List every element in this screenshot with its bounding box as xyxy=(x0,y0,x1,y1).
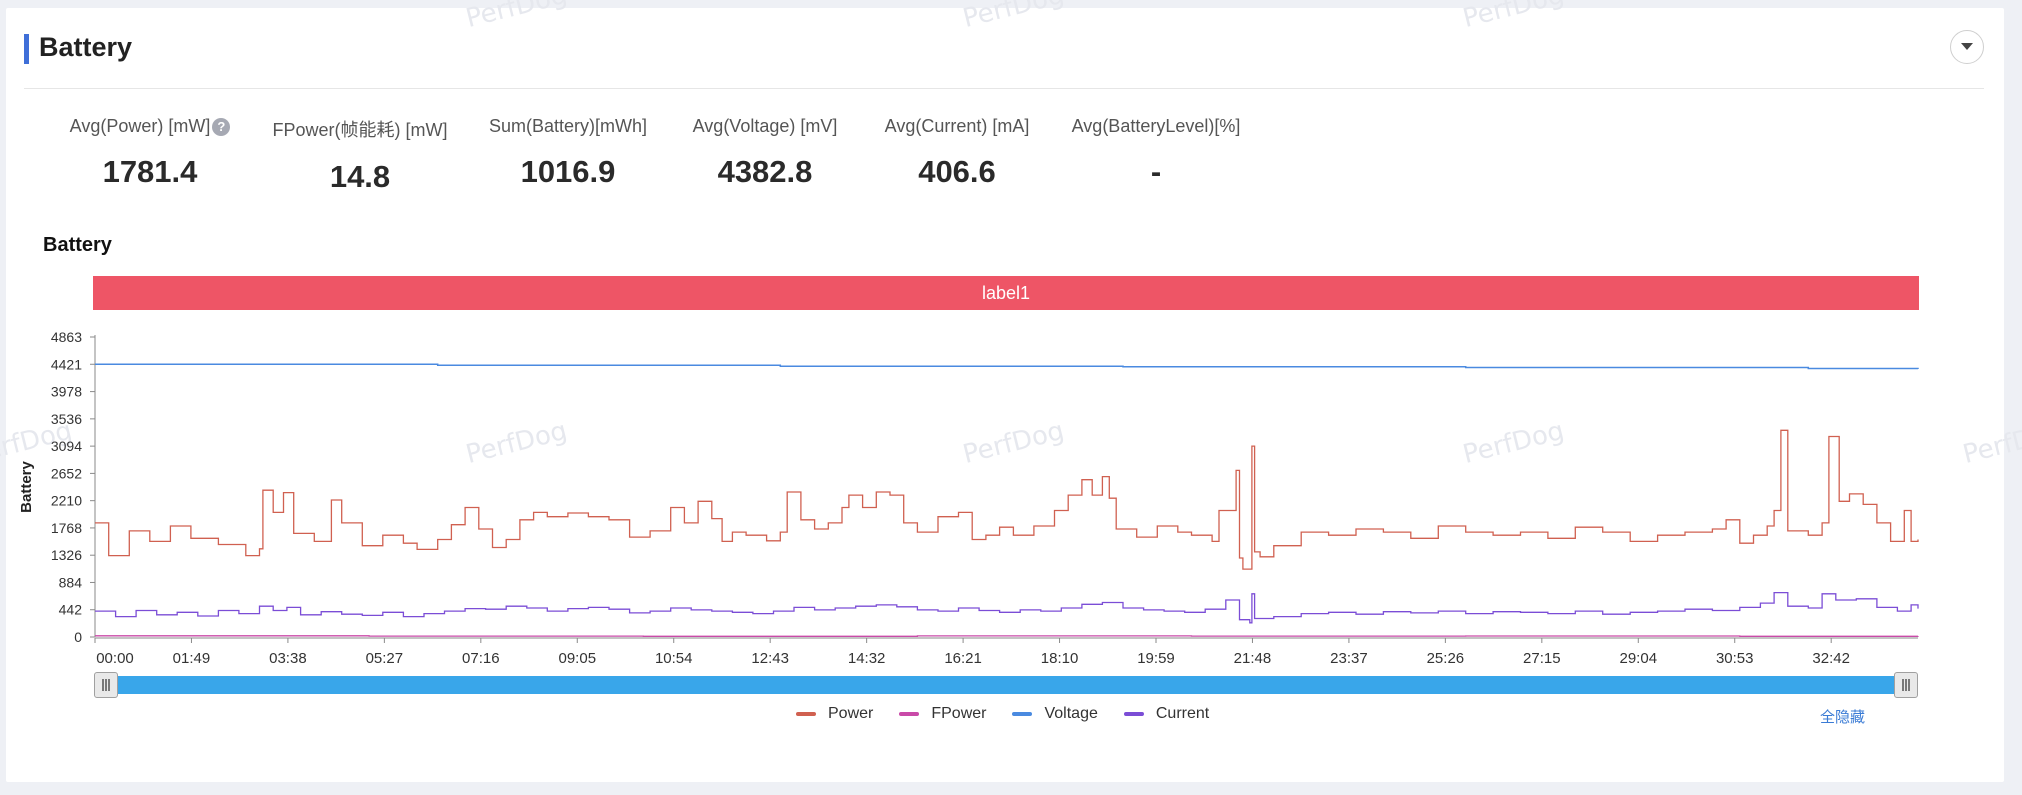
y-tick-label: 0 xyxy=(74,629,82,645)
x-tick-label: 32:42 xyxy=(1812,650,1850,667)
y-tick-label: 4421 xyxy=(51,356,82,372)
metric-avg-current: Avg(Current) [mA] 406.6 xyxy=(857,116,1057,190)
series-line-current xyxy=(95,591,1919,624)
help-icon[interactable]: ? xyxy=(212,118,231,136)
metric-sum-battery: Sum(Battery)[mWh] 1016.9 xyxy=(468,116,668,190)
x-tick-label: 14:32 xyxy=(848,650,886,667)
y-tick-label: 884 xyxy=(59,574,83,590)
metric-label: Avg(Current) [mA] xyxy=(884,116,1030,136)
metric-label: Avg(Voltage) [mV] xyxy=(692,116,838,136)
y-tick-label: 3536 xyxy=(51,411,82,427)
series-line-fpower xyxy=(95,635,1919,637)
y-tick-label: 2652 xyxy=(51,465,82,481)
legend-swatch xyxy=(1123,712,1144,716)
metric-value: 4382.8 xyxy=(717,154,813,189)
legend-label: Power xyxy=(828,705,874,722)
legend-label: FPower xyxy=(931,705,987,722)
x-tick-label: 30:53 xyxy=(1716,650,1754,667)
hide-all-link[interactable]: 全隐藏 xyxy=(1820,709,1866,726)
legend-swatch xyxy=(796,712,816,716)
y-tick-label: 2210 xyxy=(51,493,82,509)
x-tick-label: 00:00 xyxy=(96,650,134,667)
x-tick-label: 05:27 xyxy=(366,650,404,667)
legend-item-power[interactable]: Power xyxy=(796,705,873,723)
legend-item-fpower[interactable]: FPower xyxy=(899,705,986,723)
x-tick-label: 09:05 xyxy=(559,650,597,667)
y-axis-label: Battery xyxy=(18,460,35,512)
zoom-handle-left[interactable] xyxy=(94,672,118,698)
metric-value: 1781.4 xyxy=(102,154,198,189)
metric-label: FPower(帧能耗) [mW] xyxy=(272,120,448,140)
label-band[interactable]: label1 xyxy=(93,276,1919,310)
x-tick-label: 25:26 xyxy=(1427,650,1465,667)
metric-fpower: FPower(帧能耗) [mW] 14.8 xyxy=(260,116,460,195)
x-tick-label: 23:37 xyxy=(1330,650,1368,667)
series-line-power xyxy=(95,429,1919,570)
x-tick-label: 03:38 xyxy=(269,650,307,667)
x-tick-label: 16:21 xyxy=(944,650,982,667)
metric-label: Avg(BatteryLevel)[%] xyxy=(1071,116,1241,136)
x-tick-label: 18:10 xyxy=(1041,650,1079,667)
x-tick-label: 19:59 xyxy=(1137,650,1175,667)
zoom-slider-track[interactable] xyxy=(95,676,1917,694)
legend: Power FPower Voltage Current xyxy=(796,705,1209,723)
y-tick-label: 442 xyxy=(59,602,83,618)
x-tick-label: 27:15 xyxy=(1523,650,1561,667)
metric-value: 406.6 xyxy=(918,154,996,189)
metric-avg-battery-level: Avg(BatteryLevel)[%] - xyxy=(1056,116,1256,190)
x-tick-label: 10:54 xyxy=(655,650,693,667)
metric-value: 1016.9 xyxy=(520,154,616,189)
metric-label: Sum(Battery)[mWh] xyxy=(488,116,648,136)
legend-swatch xyxy=(1012,712,1033,716)
x-tick-label: 29:04 xyxy=(1620,650,1658,667)
chart-title: Battery xyxy=(43,234,112,256)
legend-label: Voltage xyxy=(1044,705,1098,722)
legend-item-current[interactable]: Current xyxy=(1123,705,1210,723)
panel-header: Battery xyxy=(24,26,1984,89)
legend-swatch xyxy=(899,712,920,716)
legend-item-voltage[interactable]: Voltage xyxy=(1012,705,1098,723)
x-tick-label: 12:43 xyxy=(751,650,789,667)
zoom-handle-right[interactable] xyxy=(1894,672,1918,698)
y-tick-label: 1768 xyxy=(51,520,82,536)
y-tick-label: 1326 xyxy=(51,547,82,563)
metric-value: 14.8 xyxy=(329,159,391,194)
legend-label: Current xyxy=(1155,705,1210,722)
collapse-button[interactable] xyxy=(1950,30,1984,64)
panel-title: Battery xyxy=(39,32,133,62)
chevron-down-icon xyxy=(1961,43,1973,50)
y-tick-label: 3094 xyxy=(51,438,82,454)
x-tick-label: 01:49 xyxy=(173,650,211,667)
metric-avg-power: Avg(Power) [mW]? 1781.4 xyxy=(50,116,250,190)
battery-panel xyxy=(6,8,2004,782)
metric-value: - xyxy=(1150,154,1162,189)
metric-avg-voltage: Avg(Voltage) [mV] 4382.8 xyxy=(665,116,865,190)
series-line-voltage xyxy=(95,363,1919,370)
x-tick-label: 07:16 xyxy=(462,650,500,667)
metric-label: Avg(Power) [mW]? xyxy=(50,116,250,137)
y-tick-label: 3978 xyxy=(51,384,82,400)
x-tick-label: 21:48 xyxy=(1234,650,1272,667)
y-tick-label: 4863 xyxy=(51,329,82,345)
header-accent-bar xyxy=(24,34,29,64)
